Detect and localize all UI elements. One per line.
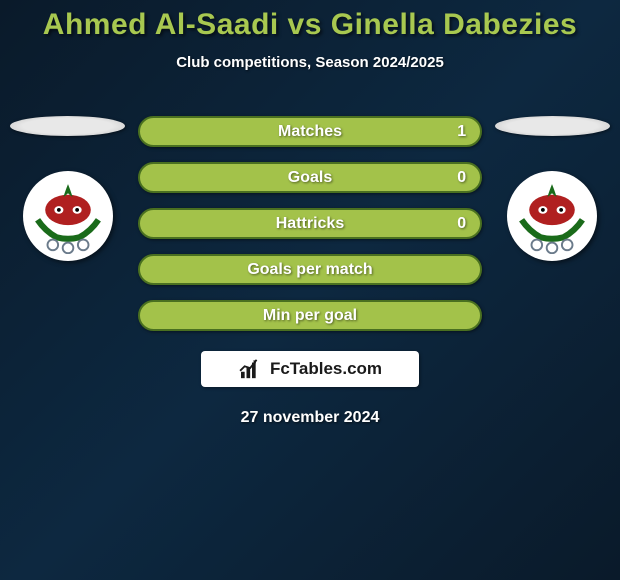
stat-hattricks-label: Hattricks (276, 215, 344, 233)
player-left-column (8, 116, 128, 261)
club-right-logo-icon (507, 171, 597, 261)
page-title: Ahmed Al-Saadi vs Ginella Dabezies (0, 0, 620, 42)
content-wrapper: Matches 1 Goals 0 Hattricks 0 Goals per … (0, 116, 620, 331)
stat-goals-per-match: Goals per match (138, 254, 482, 285)
player-right-column (492, 116, 612, 261)
club-left-logo-icon (23, 171, 113, 261)
subtitle: Club competitions, Season 2024/2025 (0, 54, 620, 71)
stat-hattricks: Hattricks 0 (138, 208, 482, 239)
branding-box: FcTables.com (201, 351, 419, 387)
stat-goals-label: Goals (288, 169, 332, 187)
branding-chart-icon (238, 358, 266, 380)
player-right-placeholder-icon (495, 116, 610, 136)
player-left-placeholder-icon (10, 116, 125, 136)
date-line: 27 november 2024 (0, 409, 620, 427)
stat-hattricks-right: 0 (457, 215, 466, 233)
stat-goals: Goals 0 (138, 162, 482, 193)
stat-matches-right: 1 (457, 123, 466, 141)
stats-column: Matches 1 Goals 0 Hattricks 0 Goals per … (138, 116, 482, 331)
stat-goals-per-match-label: Goals per match (247, 261, 372, 279)
stat-matches: Matches 1 (138, 116, 482, 147)
stat-min-per-goal-label: Min per goal (263, 307, 357, 325)
stat-matches-label: Matches (278, 123, 342, 141)
branding-text: FcTables.com (270, 359, 382, 379)
stat-min-per-goal: Min per goal (138, 300, 482, 331)
stat-goals-right: 0 (457, 169, 466, 187)
